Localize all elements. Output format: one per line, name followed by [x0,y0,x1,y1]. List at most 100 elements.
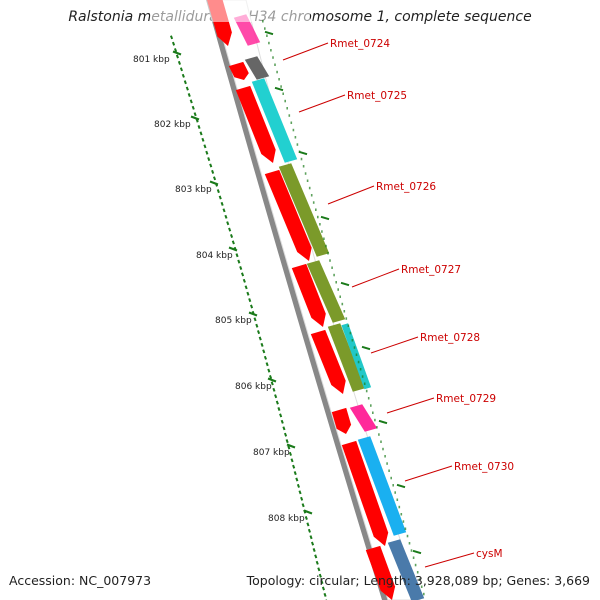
track-minor-tick [266,34,268,37]
track-tick [264,30,274,36]
scale-tick [226,221,230,226]
scale-tick [183,80,187,85]
scale-tick [270,381,274,386]
scale-tick [323,592,327,597]
gene-label[interactable]: Rmet_0729 [436,393,496,405]
scale-tick [320,580,324,585]
kbp-label: 804 kbp [196,251,233,261]
scale-tick [314,554,318,559]
track-tick [412,549,422,555]
track-minor-tick [410,549,413,552]
scale-tick [248,298,252,303]
track-minor-tick [351,339,354,342]
label-leader-line [282,42,329,61]
scale-major-tick [228,246,238,252]
summary-text: Topology: circular; Length: 3,928,089 bp… [246,573,590,588]
track-minor-tick [278,78,280,81]
track-minor-tick [337,288,339,291]
scale-tick [246,291,250,296]
track-minor-tick [418,578,421,581]
track-minor-tick [310,194,313,197]
cds-arrow [264,169,312,261]
cds-arrow [310,329,346,394]
track-minor-tick [296,143,299,146]
cds-arrow [341,440,389,546]
scale-tick [277,407,281,411]
scale-tick [201,137,205,142]
scale-tick [304,516,308,520]
track-minor-tick [276,70,278,74]
scale-tick [292,464,296,469]
track-minor-tick [404,527,407,530]
scale-tick [253,317,257,322]
track-minor-tick [268,41,270,45]
scale-tick [189,99,193,104]
track-tick [274,86,284,92]
kbp-label: 802 kbp [154,120,191,130]
track-minor-tick [400,513,403,516]
scale-tick [173,48,178,53]
scale-tick [244,285,248,290]
scale-tick [172,41,176,46]
scale-tick [301,503,305,508]
scale-tick [216,189,220,194]
scale-tick [275,400,279,405]
track-minor-tick [367,397,370,400]
track-minor-tick [327,252,329,255]
track-minor-tick [406,534,409,538]
kbp-label: 808 kbp [268,514,305,524]
track-minor-tick [286,107,288,110]
gene-label[interactable]: Rmet_0730 [454,461,514,473]
gene-label[interactable]: Rmet_0727 [401,264,461,276]
gene-block [341,323,372,390]
scale-tick [288,451,292,456]
track-tick [320,215,330,221]
scale-tick [265,362,269,367]
track-minor-tick [300,157,303,161]
label-leader-line [386,397,435,414]
track-minor-tick [363,382,366,385]
gene-label[interactable]: Rmet_0724 [330,38,390,50]
kbp-label: 806 kbp [235,382,272,392]
scale-tick [269,375,273,379]
track-minor-tick [304,172,307,175]
scale-tick [228,227,232,232]
track-minor-tick [329,259,331,262]
track-minor-tick [390,476,392,480]
track-minor-tick [374,418,376,422]
scale-tick [205,150,209,155]
scale-tick [181,73,185,78]
scale-major-tick [286,443,296,449]
scale-tick [170,35,174,40]
label-leader-line [298,94,346,113]
gene-label[interactable]: Rmet_0725 [347,90,407,102]
scale-tick [309,535,313,540]
scale-tick [203,144,207,149]
track-tick [340,281,350,287]
scale-tick [235,253,239,258]
scale-tick [250,304,254,309]
scale-tick [263,355,267,360]
track-minor-tick [414,563,417,567]
track-minor-tick [312,201,315,204]
label-leader-line [370,336,419,354]
track-minor-tick [290,121,293,124]
gene-label[interactable]: cysM [476,548,503,560]
scale-tick [175,54,179,59]
label-leader-line [404,465,453,482]
track-minor-tick [339,295,341,298]
track-minor-tick [398,505,401,509]
gene-label[interactable]: Rmet_0728 [420,332,480,344]
track-minor-tick [284,99,286,103]
scale-tick [280,419,284,424]
track-minor-tick [384,455,386,458]
gene-label[interactable]: Rmet_0726 [376,181,436,193]
scale-tick [207,157,211,162]
track-minor-tick [315,208,317,211]
track-minor-tick [292,128,295,132]
track-minor-tick [420,585,423,588]
track-minor-tick [331,266,333,269]
track-minor-tick [308,186,311,190]
track-minor-tick [325,244,327,248]
track-minor-tick [343,310,346,313]
